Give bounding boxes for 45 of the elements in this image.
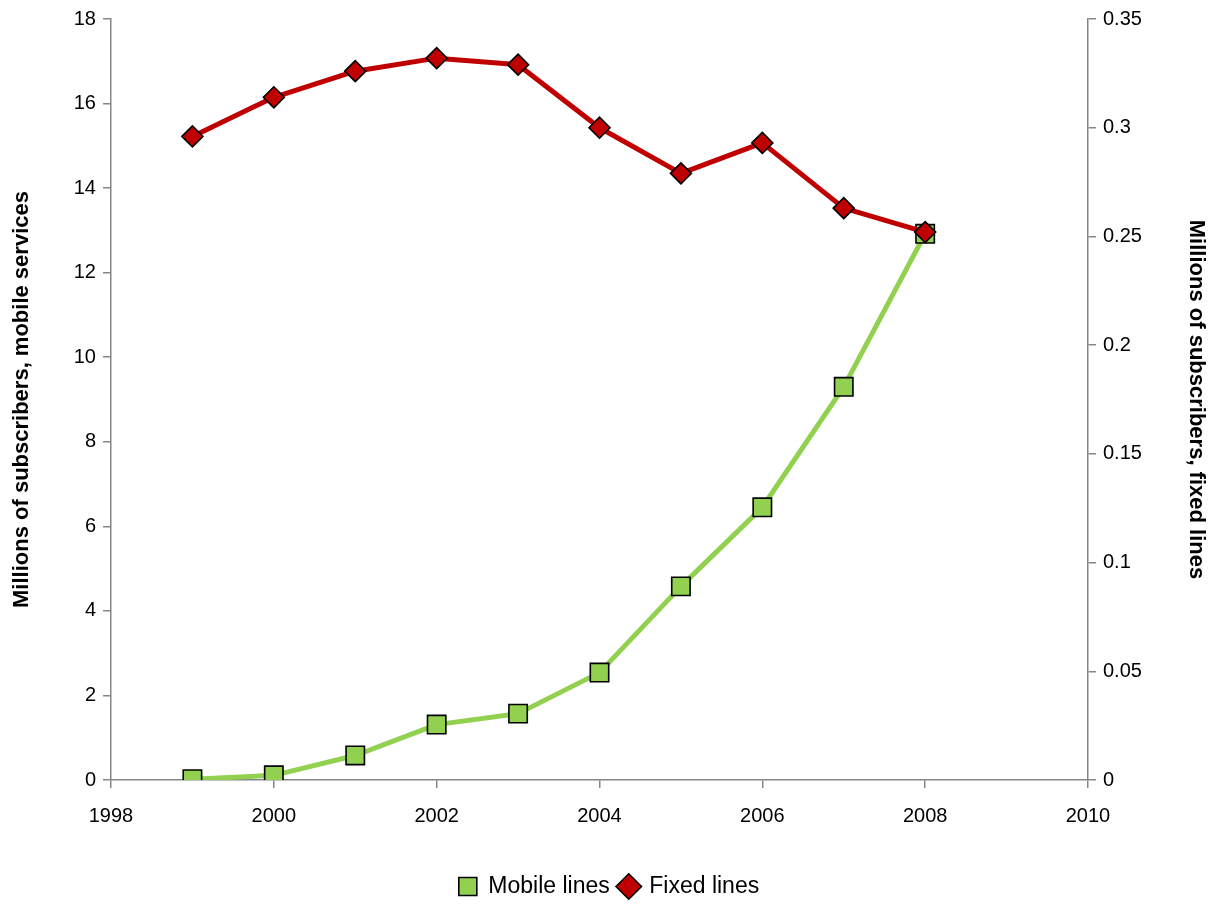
y2-tick-label: 0.2 <box>1103 332 1131 355</box>
point <box>343 59 367 83</box>
y2-tick-label: 0.25 <box>1103 223 1142 246</box>
point <box>345 745 366 766</box>
legend-label: Fixed lines <box>649 871 760 898</box>
x-tick-label: 2002 <box>414 803 459 826</box>
y-axis-title: Millions of subscribers, mobile services <box>8 191 34 608</box>
x-tick-label: 2008 <box>902 803 948 826</box>
y2-tick-label: 0.3 <box>1103 115 1131 138</box>
y-tick-label: 8 <box>84 429 96 452</box>
x-tick-label: 1998 <box>88 803 134 826</box>
y-tick-label: 6 <box>84 513 96 536</box>
point <box>751 131 774 155</box>
y-tick-label: 2 <box>84 682 96 705</box>
y2-tick-label: 0.15 <box>1103 441 1142 464</box>
y2-tick-label: 0.05 <box>1103 658 1142 681</box>
y2-tick-label: 0 <box>1103 767 1115 790</box>
y-tick-label: 16 <box>73 91 96 114</box>
point <box>425 46 448 70</box>
point <box>181 125 204 148</box>
y-tick-label: 12 <box>73 260 96 283</box>
y-tick-label: 4 <box>84 598 96 621</box>
point <box>833 376 854 397</box>
point <box>752 497 773 518</box>
point <box>589 662 610 683</box>
point <box>588 116 611 140</box>
point <box>832 196 856 220</box>
y2-axis-title: Millions of subscribers, fixed lines <box>1184 219 1210 580</box>
y-tick-label: 0 <box>84 767 96 790</box>
y-tick-label: 18 <box>73 6 96 29</box>
y-tick-label: 10 <box>73 344 96 367</box>
point <box>508 703 529 724</box>
y2-tick-label: 0.1 <box>1103 550 1131 573</box>
x-tick-label: 2010 <box>1065 803 1111 826</box>
x-tick-label: 2000 <box>251 803 297 826</box>
x-tick-label: 2006 <box>740 803 785 826</box>
point <box>670 576 691 597</box>
legend-label: Mobile lines <box>488 871 610 898</box>
point <box>262 85 286 109</box>
y-tick-label: 14 <box>73 175 96 198</box>
point <box>669 162 693 185</box>
y2-tick-label: 0.35 <box>1103 6 1142 29</box>
point <box>506 53 530 76</box>
point <box>426 714 447 735</box>
x-tick-label: 2004 <box>577 803 622 826</box>
